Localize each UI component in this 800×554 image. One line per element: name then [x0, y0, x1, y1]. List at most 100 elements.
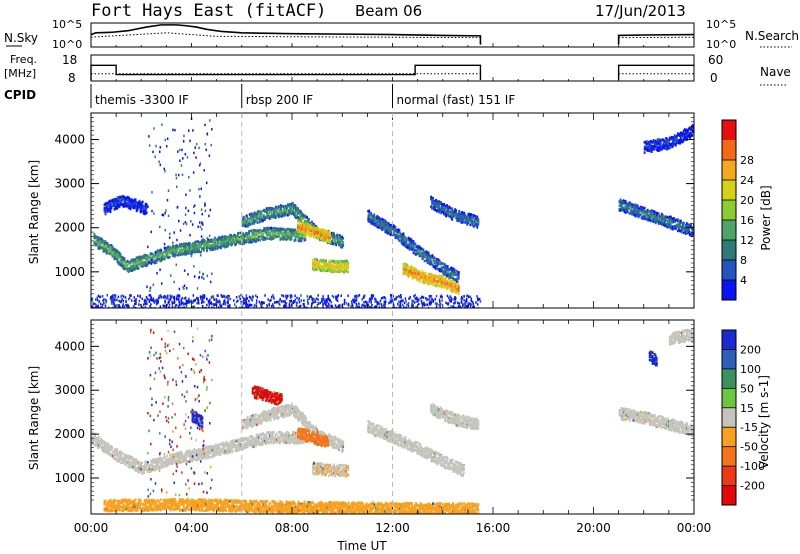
range-tick-label: 4000 — [54, 132, 85, 146]
noise-panel: N.Sky 10^5 10^0 10^5 10^0 N.Search — [4, 18, 799, 51]
beam-label: Beam 06 — [355, 2, 422, 20]
velocity-echo-region — [91, 430, 306, 475]
colorbar-tick-label: 15 — [740, 402, 754, 415]
time-tick-label: 04:00 — [174, 521, 209, 535]
power-panel: 1000 2000 3000 4000 Slant Range [km] 4 8 12 16… — [27, 112, 773, 309]
range-tick-label: 3000 — [54, 383, 85, 397]
range-tick-label: 2000 — [54, 221, 85, 235]
colorbar-swatch — [722, 407, 736, 428]
colorbar-tick-label: 100 — [740, 363, 761, 376]
noise-right-label: N.Search — [745, 29, 799, 43]
freq-tick-bottom: 8 — [68, 71, 76, 85]
station-title: Fort Hays East (fitACF) — [91, 1, 326, 21]
velocity-echo-region — [251, 385, 283, 406]
colorbar-swatch — [722, 260, 736, 280]
frequency-series-line — [617, 64, 694, 80]
cpid-segment-label: rbsp 200 IF — [246, 93, 313, 107]
colorbar-swatch — [722, 446, 736, 467]
noise-series-line — [617, 33, 695, 45]
noise-left-tick-top: 10^5 — [52, 18, 82, 31]
power-echo-region — [430, 195, 480, 229]
velocity-colorbar-label: Velocity [m s-1] — [757, 375, 771, 469]
power-echo-region — [618, 198, 694, 238]
noise-series-line — [90, 32, 481, 39]
noise-right-tick-bottom: 10^0 — [706, 38, 736, 51]
power-colorbar-label: Power [dB] — [759, 185, 773, 250]
velocity-panel: 1000 2000 3000 4000 00:00 04:00 08:00 12:00 16:0… — [27, 319, 771, 553]
freq-label: Freq. — [10, 53, 37, 66]
noise-series-line — [90, 24, 482, 45]
velocity-echo-region — [103, 497, 480, 514]
colorbar-swatch — [722, 427, 736, 447]
time-tick-label: 00:00 — [677, 521, 712, 535]
colorbar-tick-label: -15 — [740, 421, 758, 434]
range-tick-label: 1000 — [54, 471, 85, 485]
date-label: 17/Jun/2013 — [595, 2, 686, 20]
time-tick-label: 20:00 — [576, 521, 611, 535]
colorbar-swatch — [722, 485, 736, 505]
colorbar-tick-label: 200 — [740, 343, 761, 356]
colorbar-swatch — [722, 180, 736, 200]
range-tick-label: 4000 — [54, 339, 85, 353]
cpid-row: CPID themis -3300 IF rbsp 200 IF normal (f… — [4, 84, 515, 108]
power-echo-region — [297, 219, 331, 244]
cpid-segment-label: normal (fast) 151 IF — [397, 93, 516, 107]
velocity-ylabel: Slant Range [km] — [27, 366, 41, 470]
noise-left-tick-bottom: 10^0 — [52, 38, 82, 51]
velocity-echo-region — [430, 403, 480, 431]
power-ylabel: Slant Range [km] — [27, 160, 41, 264]
velocity-echo-region — [618, 407, 694, 438]
colorbar-swatch — [722, 368, 736, 389]
velocity-echo-region — [648, 350, 658, 367]
colorbar-swatch — [722, 220, 736, 240]
range-tick-label: 2000 — [54, 427, 85, 441]
range-tick-label: 3000 — [54, 177, 85, 191]
colorbar-swatch — [722, 160, 736, 180]
power-echo-region — [312, 257, 350, 274]
colorbar-tick-label: 4 — [740, 274, 747, 287]
noise-left-label: N.Sky — [4, 31, 38, 45]
colorbar-swatch — [722, 330, 736, 350]
time-tick-label: 00:00 — [74, 521, 109, 535]
time-tick-label: 16:00 — [476, 521, 511, 535]
colorbar-tick-label: -200 — [740, 480, 765, 493]
noise-right-tick-top: 10^5 — [706, 18, 736, 31]
power-echo-region — [402, 262, 460, 295]
colorbar-tick-label: 28 — [740, 154, 754, 167]
colorbar-swatch — [722, 280, 736, 300]
nave-tick-top: 60 — [708, 53, 723, 67]
time-axis-label: Time UT — [336, 539, 387, 553]
velocity-echo-region — [241, 402, 345, 453]
power-echo-region — [103, 195, 148, 216]
range-tick-label: 1000 — [54, 265, 85, 279]
frequency-series-line — [90, 64, 482, 80]
nave-label: Nave — [760, 65, 791, 79]
power-noise-scatter — [91, 117, 482, 308]
colorbar-swatch — [722, 140, 736, 160]
nave-tick-bottom: 0 — [710, 71, 718, 85]
frequency-panel: Freq. [MHz] 18 8 60 0 Nave — [4, 53, 791, 86]
power-echo-region — [643, 124, 694, 154]
velocity-echo-region — [191, 408, 204, 429]
colorbar-tick-label: 24 — [740, 174, 754, 187]
time-tick-label: 08:00 — [275, 521, 310, 535]
colorbar-swatch — [722, 388, 736, 408]
velocity-noise-scatter — [147, 327, 213, 498]
freq-unit: [MHz] — [4, 67, 36, 80]
velocity-echo-region — [668, 327, 694, 346]
power-echo-region — [367, 209, 460, 284]
colorbar-tick-label: 12 — [740, 234, 754, 247]
colorbar-swatch — [722, 466, 736, 486]
cpid-label: CPID — [4, 88, 36, 102]
colorbar-tick-label: 20 — [740, 194, 754, 207]
colorbar-tick-label: -50 — [740, 441, 758, 454]
time-tick-label: 12:00 — [375, 521, 410, 535]
colorbar-tick-label: 16 — [740, 214, 754, 227]
velocity-echo-region — [367, 420, 465, 477]
colorbar-swatch — [722, 240, 736, 260]
colorbar-tick-label: 8 — [740, 254, 747, 267]
power-echo-region — [93, 226, 307, 273]
colorbar-tick-label: -100 — [740, 460, 765, 473]
velocity-echo-region — [312, 461, 350, 478]
